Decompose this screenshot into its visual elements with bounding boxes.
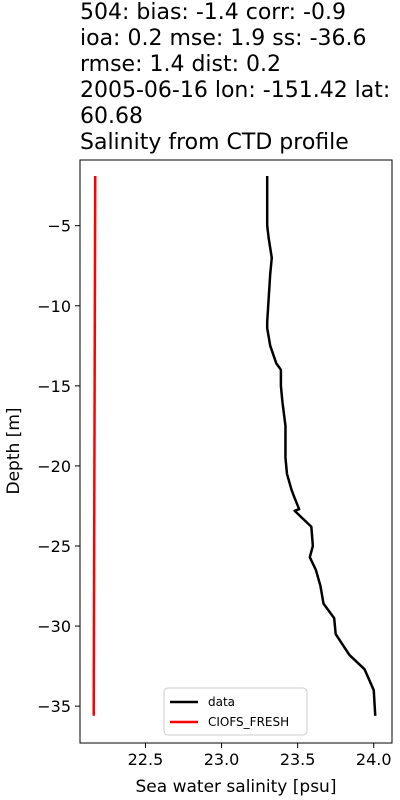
x-axis-label: Sea water salinity [psu] — [136, 777, 337, 797]
x-tick-label: 22.5 — [128, 750, 164, 769]
title-line: Salinity from CTD profile — [80, 130, 349, 155]
plot-frame — [79, 159, 393, 744]
y-tick-label: −20 — [37, 457, 71, 476]
y-tick-label: −30 — [37, 617, 71, 636]
series-line-data — [265, 176, 377, 716]
x-tick-label: 24.0 — [356, 750, 392, 769]
x-tick-label: 23.0 — [204, 750, 240, 769]
x-tick-label: 23.5 — [280, 750, 316, 769]
chart-title: 504: bias: -1.4 corr: -0.9 ioa: 0.2 mse:… — [80, 0, 398, 156]
title-line: 2005-06-16 lon: -151.42 lat: — [80, 78, 391, 103]
y-tick-label: −10 — [37, 297, 71, 316]
title-line: 504: bias: -1.4 corr: -0.9 — [80, 0, 346, 25]
y-axis-label: Depth [m] — [4, 407, 24, 494]
y-tick-label: −35 — [37, 697, 71, 716]
legend-label-data: data — [208, 695, 235, 709]
legend-box — [163, 687, 308, 736]
title-line: 60.68 — [80, 104, 143, 129]
legend-label-ciofs-fresh: CIOFS_FRESH — [208, 715, 289, 729]
title-line: rmse: 1.4 dist: 0.2 — [80, 52, 282, 77]
y-tick-label: −15 — [37, 377, 71, 396]
y-tick-label: −25 — [37, 537, 71, 556]
legend: data CIOFS_FRESH — [163, 687, 308, 736]
y-tick-label: −5 — [47, 217, 71, 236]
title-line: ioa: 0.2 mse: 1.9 ss: -36.6 — [80, 26, 367, 51]
series-line-ciofs-fresh — [92, 176, 97, 716]
